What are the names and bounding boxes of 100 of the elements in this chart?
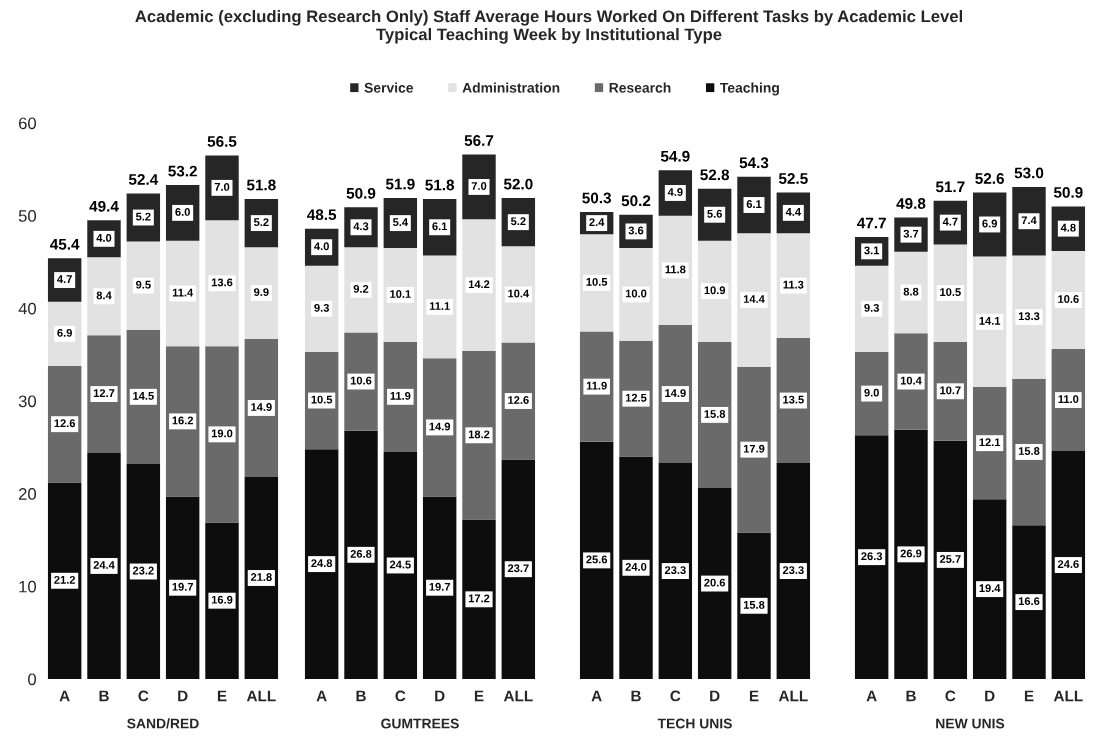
bar	[1051, 451, 1086, 679]
data-label: 9.9	[254, 288, 269, 297]
bar	[658, 325, 693, 464]
data-label: 4.4	[785, 208, 801, 216]
data-label: 12.6	[508, 396, 529, 404]
data-label: 5.6	[707, 209, 722, 218]
legend-label: Research	[609, 82, 671, 93]
data-label: 4.3	[353, 222, 369, 231]
total-label: 54.3	[739, 157, 769, 169]
data-label: 14.2	[468, 280, 490, 289]
data-label: 23.3	[782, 566, 804, 575]
bar	[854, 351, 889, 436]
total-label: 48.5	[307, 209, 337, 221]
y-tick-label: 60	[18, 117, 37, 130]
bar	[87, 257, 121, 336]
bar	[304, 449, 339, 679]
data-label: 14.9	[251, 403, 272, 411]
data-label: 9.3	[864, 303, 879, 312]
x-tick-label: E	[1024, 690, 1034, 702]
data-label: 11.3	[783, 280, 804, 289]
x-tick-label: E	[217, 690, 227, 702]
y-tick-label: 40	[18, 302, 37, 315]
bar	[244, 247, 279, 339]
bar	[1012, 186, 1046, 256]
bar	[501, 459, 536, 679]
x-tick-label: A	[316, 690, 327, 702]
data-label: 9.0	[864, 388, 879, 397]
data-label: 24.0	[625, 562, 647, 571]
x-tick-label: A	[59, 690, 70, 702]
data-label: 4.7	[942, 217, 958, 226]
bar	[1051, 349, 1086, 452]
data-label: 16.6	[1018, 597, 1040, 606]
bar	[894, 251, 928, 334]
bar	[579, 441, 614, 679]
total-label: 49.8	[896, 198, 926, 209]
data-label: 12.5	[625, 393, 647, 402]
bar	[972, 499, 1007, 679]
x-tick-label: ALL	[1053, 690, 1083, 702]
data-label: 9.3	[314, 303, 329, 312]
data-label: 8.8	[903, 287, 919, 296]
total-label: 56.7	[464, 135, 494, 146]
data-label: 24.4	[93, 561, 115, 569]
bar	[47, 482, 82, 679]
data-label: 19.7	[172, 582, 193, 591]
data-label: 21.8	[250, 573, 272, 581]
data-label: 6.1	[746, 200, 762, 208]
data-label: 17.2	[468, 594, 490, 603]
bar	[776, 337, 811, 464]
bar	[737, 233, 771, 367]
total-label: 50.9	[1053, 187, 1083, 198]
data-label: 14.5	[133, 392, 154, 400]
bar	[165, 240, 200, 347]
bar	[1012, 525, 1046, 679]
data-label: 20.6	[704, 578, 726, 587]
bar	[933, 244, 968, 342]
x-tick-label: C	[670, 690, 681, 702]
bar	[972, 256, 1007, 388]
data-label: 6.9	[982, 219, 997, 228]
y-tick-label: 20	[18, 488, 37, 500]
total-label: 52.0	[503, 178, 533, 190]
bar	[737, 366, 771, 533]
bar	[205, 346, 239, 523]
bar	[205, 155, 239, 221]
bar	[933, 341, 968, 441]
x-tick-label: ALL	[778, 690, 808, 702]
bar	[462, 350, 496, 520]
total-label: 52.4	[128, 174, 159, 185]
bar	[244, 338, 279, 477]
bar	[87, 335, 121, 453]
x-tick-label: D	[178, 690, 188, 702]
total-label: 51.7	[935, 181, 965, 193]
x-tick-label: C	[945, 690, 956, 702]
total-label: 51.8	[246, 179, 276, 191]
data-label: 5.4	[392, 218, 408, 227]
x-tick-label: A	[591, 690, 602, 702]
x-tick-label: D	[710, 690, 720, 702]
data-label: 10.9	[704, 286, 726, 295]
bar	[776, 463, 811, 679]
bar	[383, 451, 418, 679]
data-label: 11.0	[1058, 395, 1079, 404]
x-tick-label: B	[631, 690, 641, 702]
data-label: 16.9	[211, 595, 233, 604]
data-label: 16.2	[172, 416, 194, 425]
data-label: 3.7	[903, 229, 919, 238]
bar	[165, 346, 200, 497]
bar	[972, 387, 1007, 500]
data-label: 14.4	[743, 295, 765, 303]
data-label: 6.9	[57, 328, 72, 337]
data-label: 10.7	[940, 386, 961, 395]
data-label: 4.7	[57, 275, 72, 283]
data-label: 14.1	[979, 317, 1001, 325]
x-tick-label: E	[749, 690, 759, 702]
legend-label: Teaching	[720, 82, 779, 96]
x-tick-label: B	[906, 690, 916, 702]
legend-label: Service	[364, 82, 414, 93]
data-label: 10.5	[586, 277, 608, 286]
data-label: 11.8	[665, 265, 686, 274]
text: Academic (excluding Research Only) Staff Average Hours Worked On Different Tasks by Academic Level Typical Teaching Week by Institutional Type	[135, 10, 963, 44]
data-label: 23.7	[507, 564, 529, 573]
data-label: 15.8	[743, 600, 765, 609]
